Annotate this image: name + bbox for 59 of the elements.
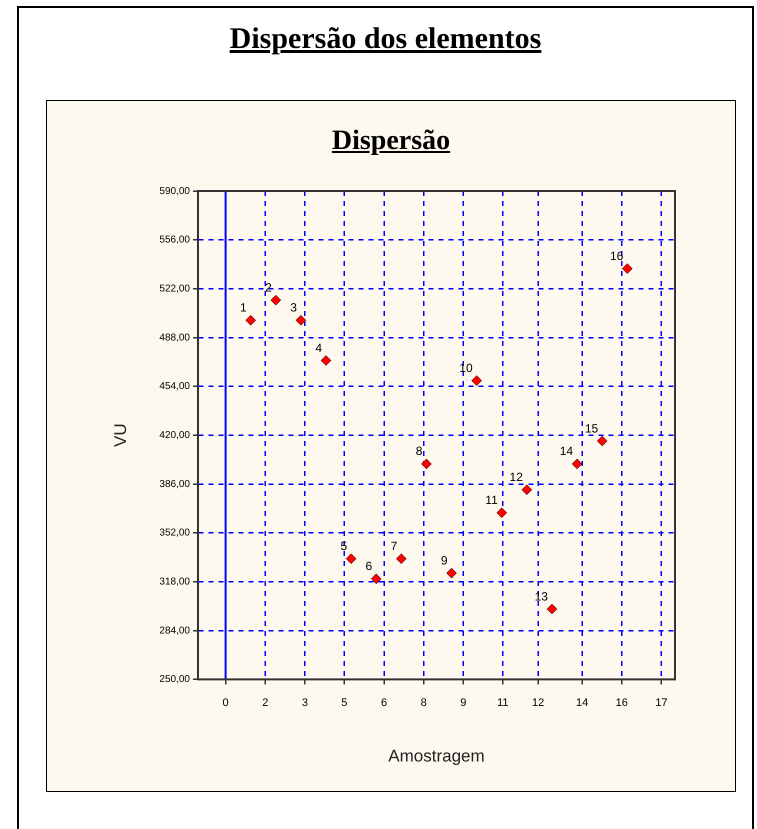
x-axis-title: Amostragem <box>388 746 485 766</box>
chart-title: Dispersão dos elementos <box>228 22 542 56</box>
point <box>446 568 457 578</box>
x-tick-label: 14 <box>576 697 588 710</box>
point <box>496 508 508 518</box>
text: 11 <box>485 493 498 508</box>
point <box>396 553 407 564</box>
x-tick-label: 5 <box>341 697 348 710</box>
point <box>320 355 332 366</box>
y-tick-label: 522,00 <box>159 283 190 294</box>
text: 16 <box>610 248 624 263</box>
point <box>596 436 608 446</box>
text: 8 <box>416 444 422 458</box>
y-tick-label: 386,00 <box>159 478 190 490</box>
point <box>471 375 482 386</box>
y-tick-label: 318,00 <box>159 576 190 588</box>
x-tick-label: 8 <box>420 697 427 710</box>
x-tick-label: 16 <box>616 697 628 710</box>
point <box>522 484 532 496</box>
y-tick-label: 488,00 <box>159 332 190 344</box>
text: 9 <box>440 553 448 568</box>
y-tick-label: 454,00 <box>159 381 190 392</box>
chart-subtitle: Dispersão <box>330 125 452 157</box>
point <box>546 604 558 614</box>
point <box>622 263 633 274</box>
y-tick-label: 250,00 <box>159 674 190 686</box>
text: 2 <box>265 280 272 294</box>
text: 3 <box>290 300 297 315</box>
text: 13 <box>534 589 548 604</box>
x-tick-label: 2 <box>262 697 268 710</box>
point <box>370 574 382 584</box>
text: 6 <box>366 559 372 574</box>
x-tick-label: 11 <box>497 697 508 710</box>
text: 5 <box>340 539 348 554</box>
y-tick-label: 420,00 <box>159 430 190 441</box>
point <box>296 315 306 326</box>
point <box>346 553 356 564</box>
x-tick-label: 3 <box>302 697 308 710</box>
point <box>572 458 582 470</box>
text: 14 <box>560 444 574 458</box>
text: 10 <box>459 360 473 375</box>
x-tick-label: 12 <box>532 697 544 710</box>
text: 15 <box>584 421 598 436</box>
text: 12 <box>510 470 523 484</box>
x-tick-label: 0 <box>222 697 229 710</box>
text: 4 <box>315 340 322 355</box>
y-tick-label: 590,00 <box>159 186 190 197</box>
x-tick-label: 6 <box>380 697 388 710</box>
x-tick-label: 17 <box>655 697 668 710</box>
x-tick-label: 9 <box>460 697 466 710</box>
point <box>245 315 256 326</box>
point <box>421 458 432 470</box>
y-axis-title: VU <box>110 423 130 448</box>
y-tick-label: 284,00 <box>159 625 190 636</box>
text: 1 <box>240 300 247 315</box>
text: 7 <box>390 539 398 554</box>
y-tick-label: 556,00 <box>159 234 190 246</box>
y-tick-label: 352,00 <box>159 528 190 539</box>
point <box>270 294 282 306</box>
